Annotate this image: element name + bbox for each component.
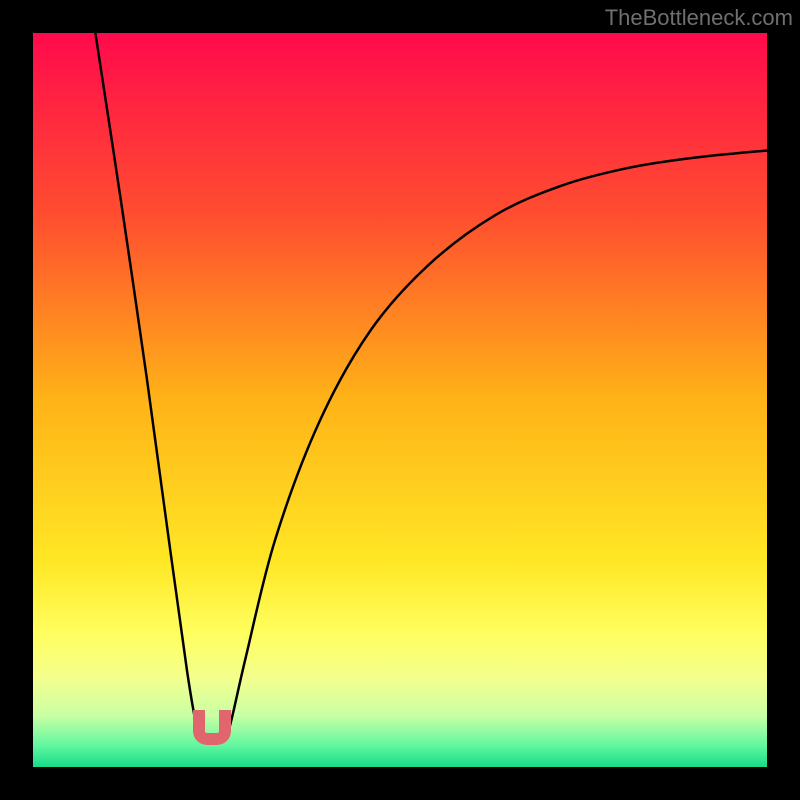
optimal-range-u-marker: [193, 710, 231, 745]
curve-svg: [33, 33, 767, 767]
watermark-text: TheBottleneck.com: [605, 5, 793, 31]
figure-root: { "figure": { "type": "line", "canvas": …: [0, 0, 800, 800]
performance-curve: [95, 33, 767, 743]
plot-area: [33, 33, 767, 767]
